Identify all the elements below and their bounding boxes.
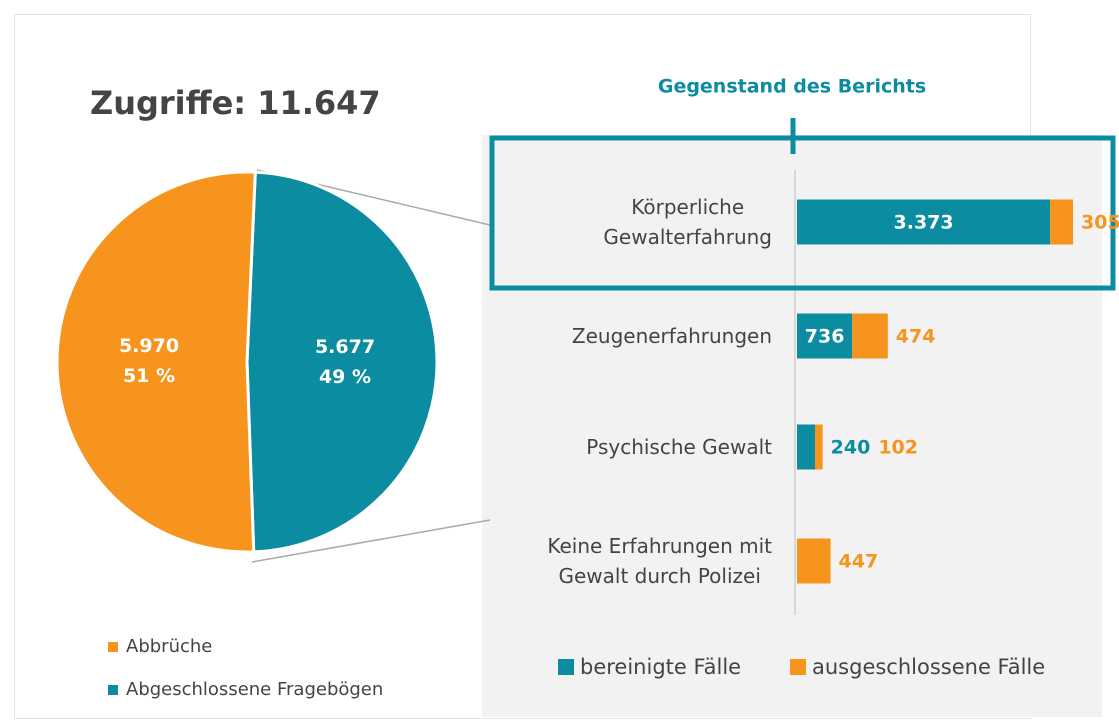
slice-value-label: 5.970 <box>119 335 179 357</box>
category-label: Keine Erfahrungen mit Gewalt durch Poliz… <box>547 534 772 588</box>
legend-swatch <box>108 685 118 695</box>
bar-segment <box>797 199 1051 245</box>
legend-swatch <box>108 642 118 652</box>
category-label: Körperliche Gewalterfahrung <box>603 195 772 249</box>
legend-label: ausgeschlossene Fälle <box>812 655 1045 679</box>
bar-segment <box>797 424 816 470</box>
bar-value-label: 240 <box>831 437 871 459</box>
annotation: Gegenstand des Berichts <box>658 76 926 98</box>
bar-segment <box>852 313 888 359</box>
bar-value-label: 3.373 <box>894 212 954 234</box>
bar-segment <box>1050 199 1073 245</box>
pie-slice <box>55 170 257 554</box>
pie-slice <box>245 170 439 554</box>
legend-label: Abgeschlossene Fragebögen <box>126 679 383 700</box>
bar-value-label: 736 <box>805 326 845 348</box>
connector <box>251 519 491 563</box>
bar-value-label: 474 <box>896 326 936 348</box>
bar-segment <box>815 424 823 470</box>
bar-segment <box>797 538 831 584</box>
highlight-box <box>489 135 1116 291</box>
legend-label: Abbrüche <box>126 636 212 657</box>
bar-segment <box>797 313 853 359</box>
category-label: Zeugenerfahrungen <box>571 324 772 348</box>
bar-value-label: 102 <box>878 437 918 459</box>
bar-value-label: 305 <box>1081 212 1119 234</box>
category-label: Psychische Gewalt <box>586 435 772 459</box>
slice-percent-label: 51 % <box>123 365 175 387</box>
legend-swatch <box>558 659 574 675</box>
slice-value-label: 5.677 <box>315 336 375 358</box>
legend-swatch <box>790 659 806 675</box>
bar-value-label: 447 <box>839 551 879 573</box>
chart-title: Zugriffe: 11.647 <box>90 84 381 122</box>
slice-percent-label: 49 % <box>319 366 371 388</box>
legend-label: bereinigte Fälle <box>580 655 741 679</box>
